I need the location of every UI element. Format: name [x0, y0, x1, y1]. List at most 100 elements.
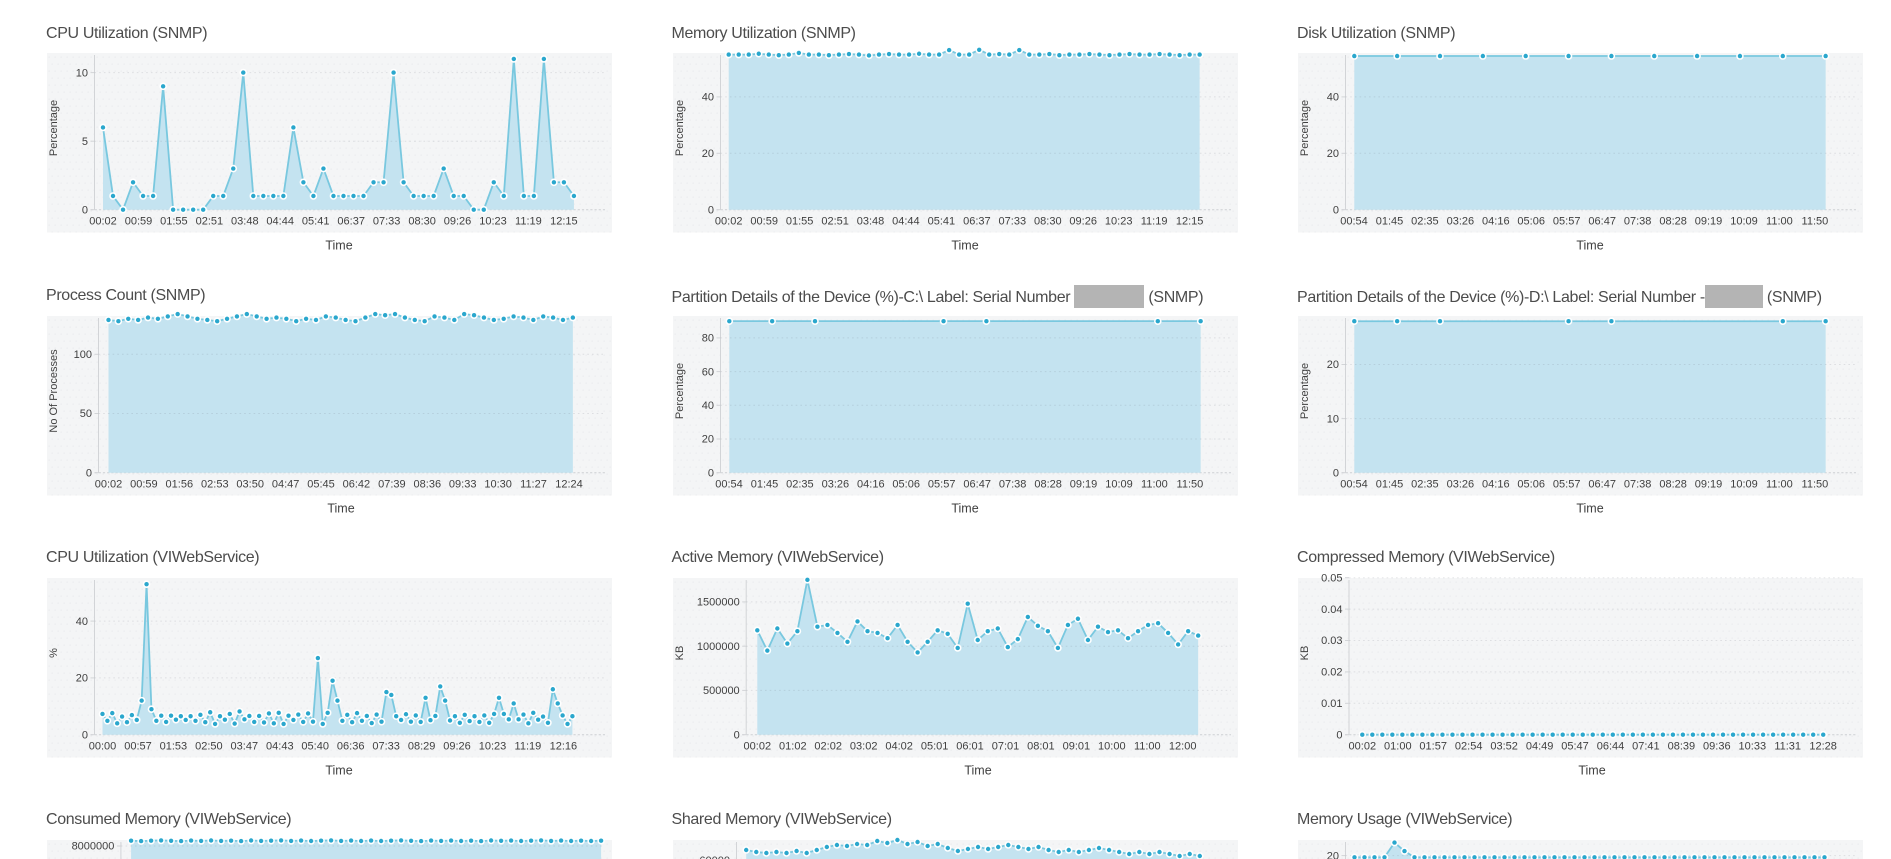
- svg-text:0: 0: [733, 729, 739, 741]
- svg-text:05:57: 05:57: [1553, 216, 1581, 228]
- svg-text:10:23: 10:23: [479, 740, 507, 752]
- svg-text:Percentage: Percentage: [1299, 100, 1311, 156]
- svg-text:07:38: 07:38: [1624, 216, 1652, 228]
- svg-text:0.01: 0.01: [1321, 698, 1342, 710]
- svg-text:0: 0: [707, 467, 713, 479]
- svg-text:Time: Time: [325, 239, 352, 253]
- svg-text:Percentage: Percentage: [674, 100, 686, 156]
- svg-text:00:02: 00:02: [95, 478, 123, 490]
- svg-text:100: 100: [74, 349, 92, 361]
- svg-text:08:30: 08:30: [1034, 216, 1062, 228]
- svg-text:Time: Time: [951, 501, 978, 515]
- svg-text:20: 20: [701, 148, 713, 160]
- svg-text:00:02: 00:02: [714, 216, 742, 228]
- svg-text:12:16: 12:16: [550, 740, 578, 752]
- svg-text:10: 10: [1327, 413, 1339, 425]
- svg-text:09:26: 09:26: [444, 216, 472, 228]
- svg-text:07:38: 07:38: [998, 478, 1026, 490]
- svg-text:05:41: 05:41: [302, 216, 330, 228]
- svg-text:60000: 60000: [699, 855, 730, 859]
- svg-text:05:57: 05:57: [927, 478, 955, 490]
- svg-text:06:47: 06:47: [1588, 478, 1616, 490]
- svg-text:02:51: 02:51: [196, 216, 224, 228]
- svg-text:60: 60: [701, 366, 713, 378]
- svg-text:07:38: 07:38: [1624, 478, 1652, 490]
- svg-text:40: 40: [1327, 92, 1339, 104]
- svg-text:11:27: 11:27: [520, 478, 547, 490]
- svg-text:Time: Time: [1576, 239, 1603, 253]
- svg-text:07:01: 07:01: [991, 740, 1019, 752]
- svg-text:10:09: 10:09: [1105, 478, 1133, 490]
- svg-text:0: 0: [82, 729, 88, 741]
- svg-text:08:30: 08:30: [408, 216, 436, 228]
- svg-text:08:36: 08:36: [414, 478, 442, 490]
- svg-text:09:36: 09:36: [1703, 740, 1731, 752]
- svg-text:03:02: 03:02: [849, 740, 877, 752]
- svg-text:20: 20: [1327, 850, 1339, 859]
- svg-text:08:39: 08:39: [1668, 740, 1696, 752]
- svg-text:00:02: 00:02: [89, 216, 117, 228]
- svg-text:09:26: 09:26: [1069, 216, 1097, 228]
- svg-text:00:54: 00:54: [715, 478, 743, 490]
- svg-text:02:35: 02:35: [1411, 478, 1439, 490]
- svg-text:10: 10: [76, 68, 88, 80]
- svg-text:0.05: 0.05: [1321, 572, 1342, 584]
- svg-text:03:26: 03:26: [1447, 216, 1475, 228]
- svg-text:01:02: 01:02: [779, 740, 807, 752]
- svg-text:04:16: 04:16: [1482, 478, 1510, 490]
- svg-text:10:09: 10:09: [1730, 216, 1758, 228]
- svg-text:0: 0: [86, 467, 92, 479]
- svg-text:Time: Time: [327, 501, 354, 515]
- svg-text:1500000: 1500000: [696, 596, 739, 608]
- svg-text:01:55: 01:55: [160, 216, 188, 228]
- svg-text:11:19: 11:19: [515, 740, 542, 752]
- svg-text:20: 20: [76, 672, 88, 684]
- svg-text:00:54: 00:54: [1340, 216, 1368, 228]
- svg-text:%: %: [48, 647, 60, 657]
- svg-text:8000000: 8000000: [72, 841, 115, 853]
- svg-text:03:52: 03:52: [1490, 740, 1518, 752]
- svg-text:02:50: 02:50: [195, 740, 223, 752]
- svg-text:09:19: 09:19: [1069, 478, 1097, 490]
- svg-text:02:35: 02:35: [786, 478, 814, 490]
- svg-text:02:35: 02:35: [1411, 216, 1439, 228]
- svg-text:0: 0: [1336, 729, 1342, 741]
- svg-text:04:43: 04:43: [266, 740, 294, 752]
- svg-text:11:00: 11:00: [1133, 740, 1160, 752]
- svg-text:11:50: 11:50: [1802, 478, 1829, 490]
- svg-text:11:19: 11:19: [1140, 216, 1167, 228]
- svg-text:80: 80: [701, 332, 713, 344]
- svg-text:04:47: 04:47: [272, 478, 300, 490]
- svg-text:00:57: 00:57: [124, 740, 152, 752]
- svg-text:08:28: 08:28: [1659, 478, 1687, 490]
- svg-text:08:01: 08:01: [1027, 740, 1055, 752]
- svg-text:01:45: 01:45: [1376, 478, 1404, 490]
- svg-text:10:23: 10:23: [479, 216, 507, 228]
- svg-text:05:57: 05:57: [1553, 478, 1581, 490]
- svg-text:02:51: 02:51: [821, 216, 849, 228]
- svg-text:09:26: 09:26: [443, 740, 471, 752]
- svg-text:0.04: 0.04: [1321, 603, 1342, 615]
- svg-text:01:53: 01:53: [160, 740, 188, 752]
- svg-text:11:50: 11:50: [1176, 478, 1203, 490]
- svg-text:40: 40: [701, 92, 713, 104]
- svg-text:KB: KB: [1299, 645, 1311, 660]
- svg-text:05:47: 05:47: [1561, 740, 1589, 752]
- svg-text:07:33: 07:33: [373, 216, 401, 228]
- svg-text:06:37: 06:37: [963, 216, 991, 228]
- svg-text:12:28: 12:28: [1809, 740, 1837, 752]
- svg-text:01:45: 01:45: [750, 478, 778, 490]
- svg-text:02:53: 02:53: [201, 478, 229, 490]
- svg-text:11:00: 11:00: [1766, 478, 1793, 490]
- svg-text:08:29: 08:29: [408, 740, 436, 752]
- svg-text:03:48: 03:48: [231, 216, 259, 228]
- svg-text:05:06: 05:06: [1517, 478, 1545, 490]
- svg-text:05:41: 05:41: [927, 216, 955, 228]
- svg-text:00:59: 00:59: [750, 216, 778, 228]
- svg-text:10:30: 10:30: [484, 478, 512, 490]
- svg-text:03:50: 03:50: [236, 478, 264, 490]
- svg-text:No Of Processes: No Of Processes: [48, 348, 60, 432]
- svg-text:09:19: 09:19: [1695, 478, 1723, 490]
- svg-text:00:02: 00:02: [1349, 740, 1377, 752]
- svg-text:06:36: 06:36: [337, 740, 365, 752]
